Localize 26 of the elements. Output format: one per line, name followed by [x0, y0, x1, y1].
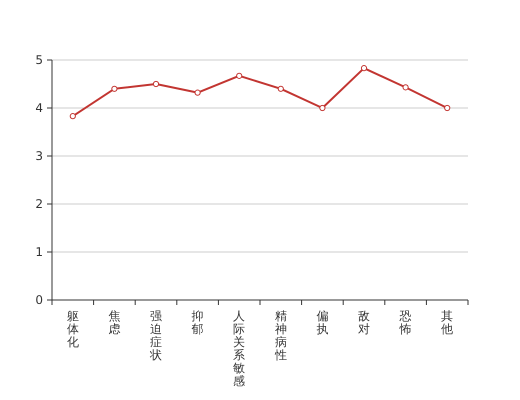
x-tick-label: 强迫症状 [149, 309, 162, 362]
x-tick-label: 精神病性 [274, 309, 287, 362]
x-tick-label: 恐怖 [398, 309, 412, 336]
point [402, 84, 409, 90]
point [111, 86, 118, 92]
y-tick-label: 0 [35, 293, 43, 308]
x-tick-label: 抑郁 [192, 309, 204, 336]
point [236, 72, 242, 79]
point [360, 65, 368, 72]
y-tick-label: 2 [35, 197, 43, 212]
point [152, 80, 160, 88]
point [319, 104, 326, 112]
x-tick-label: 人际关系敏感 [233, 309, 246, 388]
x-tick-label: 其他 [441, 309, 454, 336]
y-tick-label: 1 [35, 245, 43, 260]
point [278, 86, 284, 92]
x-tick-label: 敌对 [358, 309, 370, 336]
point [70, 113, 76, 120]
point [444, 104, 450, 112]
x-tick-label: 躯体化 [66, 309, 79, 349]
y-tick-label: 3 [35, 149, 43, 164]
x-tick-label: 焦虑 [108, 309, 120, 336]
y-tick-label: 4 [35, 101, 43, 116]
y-tick-label: 5 [35, 53, 43, 68]
x-tick-label: 偏执 [316, 309, 328, 336]
point [194, 90, 201, 96]
